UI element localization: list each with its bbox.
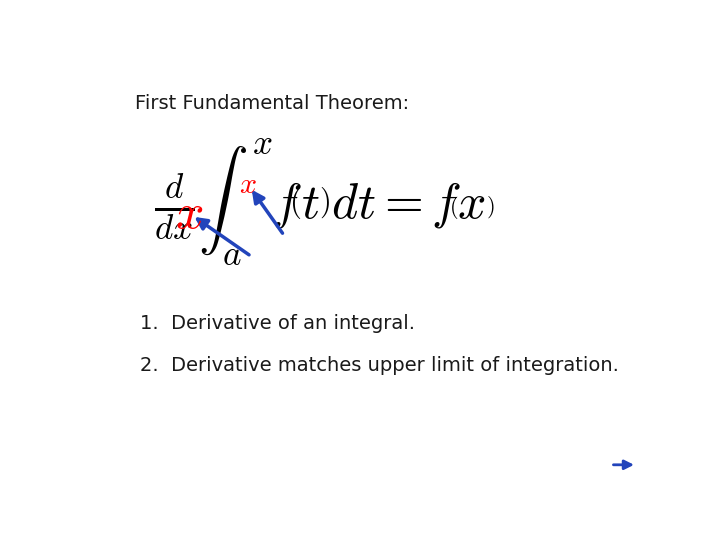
Text: $\frac{d}{dx}\int_{a}^{x} f\!\left(t\right)dt = f\!\left(x\right)$: $\frac{d}{dx}\int_{a}^{x} f\!\left(t\rig… bbox=[154, 137, 495, 267]
Text: $x$: $x$ bbox=[239, 170, 257, 199]
Text: 1.  Derivative of an integral.: 1. Derivative of an integral. bbox=[140, 314, 415, 333]
Text: First Fundamental Theorem:: First Fundamental Theorem: bbox=[135, 94, 409, 113]
Text: $x$: $x$ bbox=[175, 190, 203, 238]
Text: 2.  Derivative matches upper limit of integration.: 2. Derivative matches upper limit of int… bbox=[140, 356, 619, 375]
